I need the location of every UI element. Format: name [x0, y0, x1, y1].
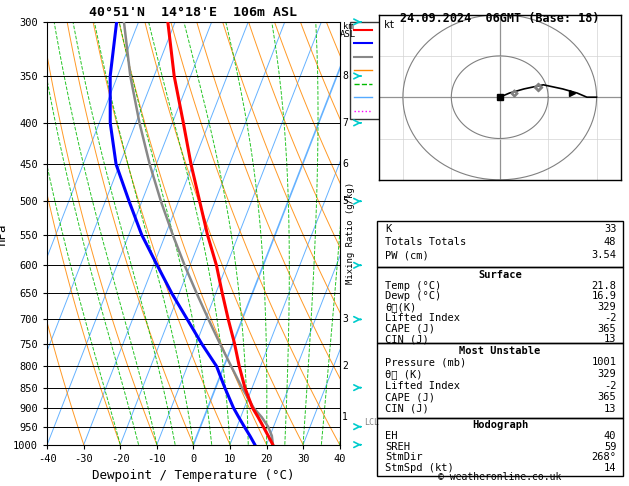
Text: SREH: SREH: [385, 442, 410, 451]
Text: 13: 13: [604, 404, 616, 414]
Text: 329: 329: [598, 369, 616, 379]
Text: 14: 14: [604, 463, 616, 473]
Text: 268°: 268°: [591, 452, 616, 462]
Text: 365: 365: [598, 392, 616, 402]
Text: 8: 8: [342, 71, 348, 81]
Text: K: K: [385, 224, 391, 234]
Text: StmDir: StmDir: [385, 452, 423, 462]
Text: Lifted Index: Lifted Index: [385, 313, 460, 323]
Text: 16.9: 16.9: [591, 291, 616, 301]
Text: Pressure (mb): Pressure (mb): [385, 357, 466, 367]
Text: CIN (J): CIN (J): [385, 404, 429, 414]
Text: Surface: Surface: [478, 270, 522, 280]
Text: 21.8: 21.8: [591, 280, 616, 291]
Text: 3.54: 3.54: [591, 250, 616, 260]
Text: StmSpd (kt): StmSpd (kt): [385, 463, 454, 473]
Text: 7: 7: [342, 118, 348, 128]
Text: 33: 33: [604, 224, 616, 234]
Text: 6: 6: [342, 159, 348, 169]
Text: Lifted Index: Lifted Index: [385, 381, 460, 391]
Legend: Temperature, Dewpoint, Parcel Trajectory, Dry Adiabat, Wet Adiabat, Isotherm, Mi: Temperature, Dewpoint, Parcel Trajectory…: [350, 22, 474, 120]
Text: CAPE (J): CAPE (J): [385, 324, 435, 334]
Text: -2: -2: [604, 381, 616, 391]
X-axis label: Dewpoint / Temperature (°C): Dewpoint / Temperature (°C): [92, 469, 294, 482]
Text: 329: 329: [598, 302, 616, 312]
Text: CIN (J): CIN (J): [385, 334, 429, 345]
Text: 3: 3: [342, 314, 348, 325]
Text: Temp (°C): Temp (°C): [385, 280, 441, 291]
Text: 59: 59: [604, 442, 616, 451]
Text: θᴇ(K): θᴇ(K): [385, 302, 416, 312]
Text: ASL: ASL: [340, 30, 356, 39]
Text: Hodograph: Hodograph: [472, 420, 528, 431]
Y-axis label: hPa: hPa: [0, 222, 8, 244]
Text: km: km: [343, 22, 353, 31]
Text: 40: 40: [604, 431, 616, 441]
Text: θᴇ (K): θᴇ (K): [385, 369, 423, 379]
Text: EH: EH: [385, 431, 398, 441]
Text: 365: 365: [598, 324, 616, 334]
Text: 1: 1: [342, 412, 348, 422]
Text: 48: 48: [604, 237, 616, 247]
Text: 1001: 1001: [591, 357, 616, 367]
Text: 13: 13: [604, 334, 616, 345]
Text: 5: 5: [342, 196, 348, 206]
Text: CAPE (J): CAPE (J): [385, 392, 435, 402]
Text: 24.09.2024  06GMT (Base: 18): 24.09.2024 06GMT (Base: 18): [400, 12, 600, 25]
Text: LCL: LCL: [364, 418, 379, 428]
Text: Totals Totals: Totals Totals: [385, 237, 466, 247]
Text: kt: kt: [384, 19, 395, 30]
Title: 40°51'N  14°18'E  106m ASL: 40°51'N 14°18'E 106m ASL: [89, 6, 298, 19]
Text: Most Unstable: Most Unstable: [459, 346, 541, 356]
Text: -2: -2: [604, 313, 616, 323]
Text: Dewp (°C): Dewp (°C): [385, 291, 441, 301]
Text: Mixing Ratio (g/kg): Mixing Ratio (g/kg): [347, 182, 355, 284]
Text: PW (cm): PW (cm): [385, 250, 429, 260]
Text: 2: 2: [342, 361, 348, 371]
Text: © weatheronline.co.uk: © weatheronline.co.uk: [438, 472, 562, 482]
